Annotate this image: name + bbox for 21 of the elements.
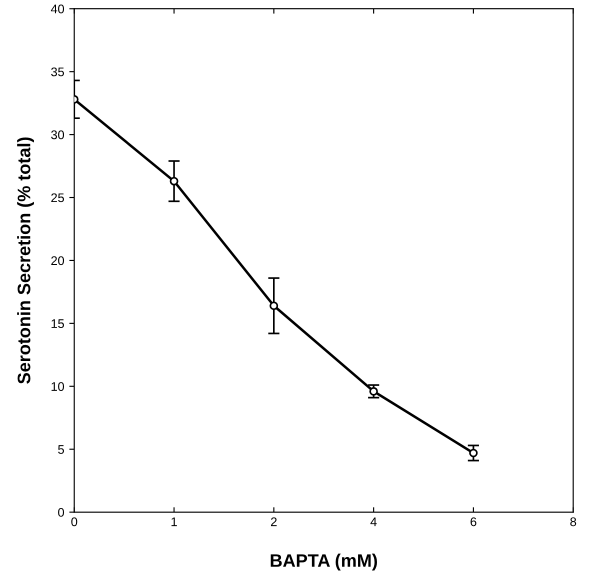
x-tick-label: 6 <box>470 517 476 526</box>
y-tick-label: 0 <box>58 508 64 517</box>
y-tick-label: 35 <box>51 67 64 76</box>
y-axis-title: Serotonin Secretion (% total) <box>17 137 34 384</box>
y-tick-label: 10 <box>52 382 64 391</box>
x-axis-title: BAPTA (mM) <box>270 554 377 571</box>
x-tick-label: 4 <box>370 517 377 526</box>
x-tick-label: 0 <box>71 517 78 526</box>
y-tick-label: 25 <box>51 193 64 202</box>
y-tick-label: 15 <box>52 319 64 328</box>
point <box>469 448 478 458</box>
y-tick-label: 40 <box>50 4 64 14</box>
y-tick-label: 30 <box>51 130 64 140</box>
point <box>369 387 378 396</box>
x-tick-label: 2 <box>270 517 277 526</box>
point <box>270 301 278 310</box>
x-tick-label: 1 <box>172 517 177 526</box>
point <box>170 176 178 186</box>
x-tick-label: 8 <box>570 517 576 526</box>
y-tick-label: 20 <box>51 256 64 266</box>
y-tick-label: 5 <box>58 445 64 454</box>
